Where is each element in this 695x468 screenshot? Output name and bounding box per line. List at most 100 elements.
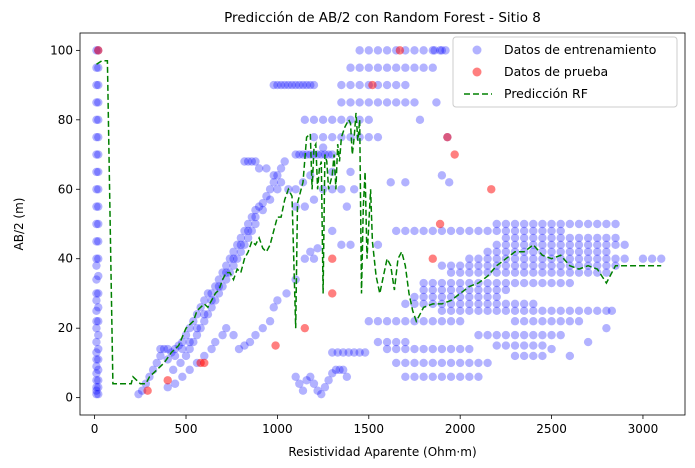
training-point	[557, 279, 565, 287]
training-point	[355, 98, 363, 106]
training-point	[410, 317, 418, 325]
training-point	[529, 307, 537, 315]
training-point	[401, 317, 409, 325]
training-point	[374, 46, 382, 54]
training-point	[94, 150, 102, 158]
training-point	[392, 227, 400, 235]
training-point	[493, 279, 501, 287]
training-point	[429, 373, 437, 381]
training-point	[538, 279, 546, 287]
training-point	[337, 98, 345, 106]
training-point	[383, 338, 391, 346]
training-point	[374, 338, 382, 346]
x-tick-label: 3000	[628, 422, 659, 436]
training-point	[529, 331, 537, 339]
training-point	[346, 241, 354, 249]
training-point	[401, 373, 409, 381]
training-point	[94, 355, 102, 363]
training-point	[94, 376, 102, 384]
training-point	[270, 303, 278, 311]
training-point	[575, 317, 583, 325]
training-point	[447, 359, 455, 367]
training-point	[456, 261, 464, 269]
training-point	[584, 220, 592, 228]
training-point	[447, 373, 455, 381]
training-point	[350, 185, 358, 193]
training-point	[301, 202, 309, 210]
training-point	[547, 317, 555, 325]
training-point	[465, 359, 473, 367]
training-point	[547, 220, 555, 228]
training-point	[185, 338, 193, 346]
training-point	[584, 307, 592, 315]
training-point	[328, 227, 336, 235]
training-point	[456, 359, 464, 367]
training-point	[355, 81, 363, 89]
training-point	[511, 352, 519, 360]
training-point	[493, 341, 501, 349]
training-point	[310, 195, 318, 203]
test-point	[94, 46, 102, 54]
training-point	[474, 359, 482, 367]
training-point	[319, 185, 327, 193]
training-point	[94, 272, 102, 280]
legend-label-prediction: Predicción RF	[504, 86, 588, 101]
test-point	[396, 46, 404, 54]
training-point	[438, 171, 446, 179]
training-point	[94, 116, 102, 124]
test-point	[328, 255, 336, 263]
test-point	[143, 386, 151, 394]
training-point	[529, 317, 537, 325]
x-tick-label: 0	[91, 422, 99, 436]
training-point	[474, 227, 482, 235]
x-tick-label: 500	[175, 422, 198, 436]
legend-label-train: Datos de entrenamiento	[504, 42, 656, 57]
training-point	[383, 81, 391, 89]
training-point	[365, 133, 373, 141]
x-tick-label: 1500	[354, 422, 385, 436]
training-point	[365, 98, 373, 106]
training-point	[410, 359, 418, 367]
training-point	[483, 331, 491, 339]
training-point	[493, 307, 501, 315]
x-axis-ticks: 0 500 1000 1500 2000 2500 3000	[91, 415, 658, 436]
training-point	[474, 373, 482, 381]
training-point	[611, 234, 619, 242]
training-point	[493, 241, 501, 249]
y-tick-label: 80	[58, 113, 73, 127]
training-point	[456, 279, 464, 287]
training-point	[251, 213, 259, 221]
training-point	[251, 331, 259, 339]
training-point	[94, 81, 102, 89]
training-point	[593, 307, 601, 315]
training-point	[529, 220, 537, 228]
training-point	[310, 81, 318, 89]
training-point	[456, 345, 464, 353]
training-point	[584, 234, 592, 242]
y-tick-label: 20	[58, 321, 73, 335]
training-point	[557, 220, 565, 228]
training-point	[410, 345, 418, 353]
training-point	[429, 345, 437, 353]
training-point	[387, 178, 395, 186]
training-point	[529, 279, 537, 287]
y-tick-label: 100	[50, 43, 73, 57]
training-point	[328, 133, 336, 141]
training-point	[547, 279, 555, 287]
training-point	[299, 386, 307, 394]
test-point	[271, 341, 279, 349]
training-point	[266, 195, 274, 203]
training-point	[383, 64, 391, 72]
training-point	[328, 116, 336, 124]
training-point	[310, 116, 318, 124]
training-point	[538, 352, 546, 360]
training-point	[447, 317, 455, 325]
test-point	[301, 324, 309, 332]
training-point	[520, 331, 528, 339]
test-point	[328, 289, 336, 297]
training-point	[200, 310, 208, 318]
training-point	[557, 307, 565, 315]
training-point	[438, 345, 446, 353]
training-point	[438, 373, 446, 381]
training-point	[456, 317, 464, 325]
